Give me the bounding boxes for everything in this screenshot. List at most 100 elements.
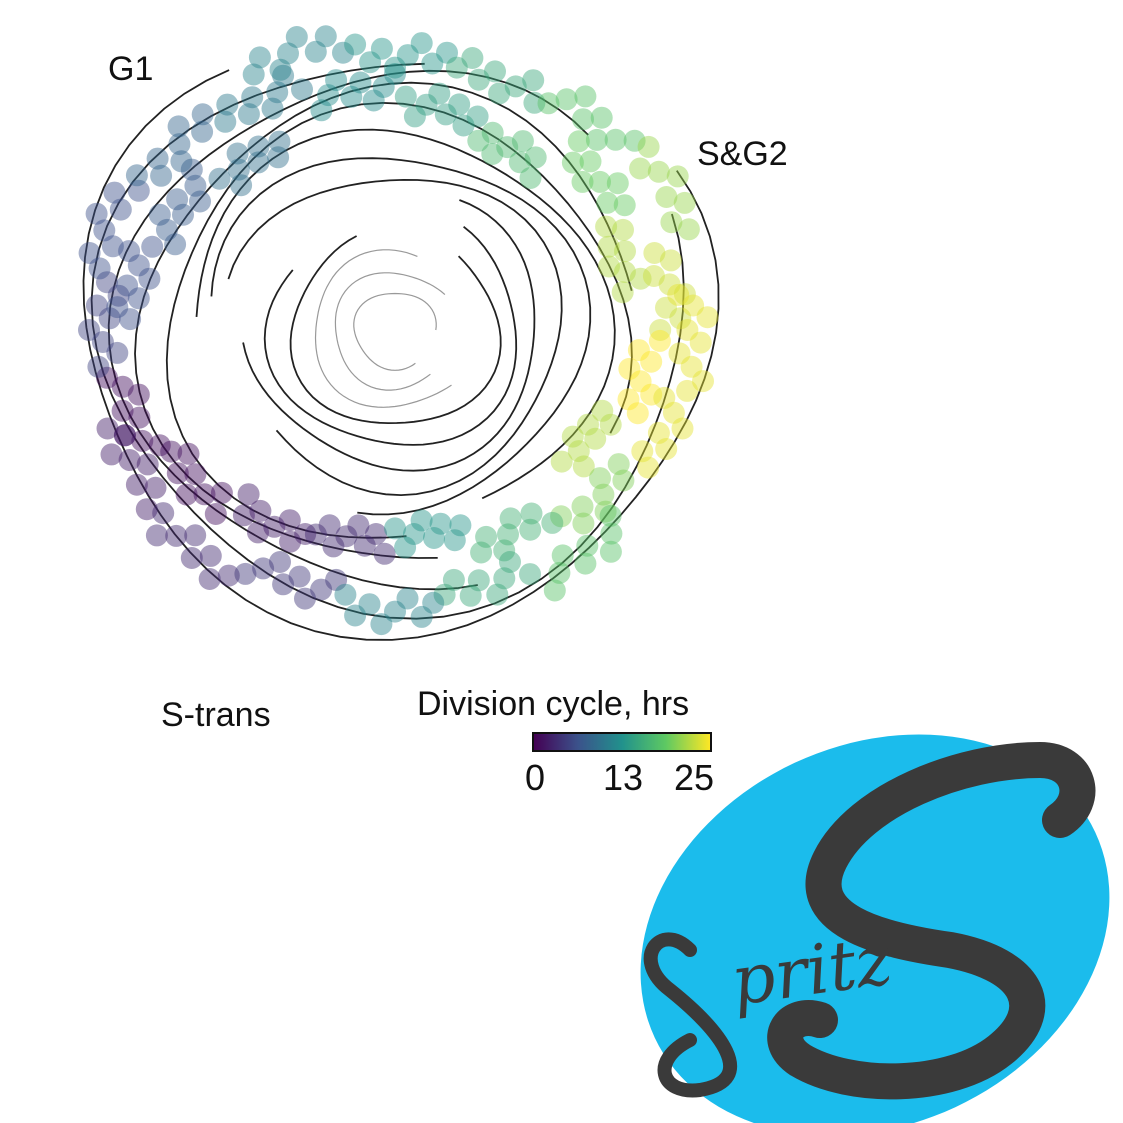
scatter-points (78, 25, 719, 636)
data-point (269, 551, 291, 573)
data-point (234, 562, 257, 585)
data-point (106, 341, 129, 364)
data-point (484, 60, 506, 83)
data-point (655, 438, 678, 460)
data-point (571, 495, 594, 518)
data-point (166, 188, 189, 211)
data-point (612, 218, 634, 241)
data-point (592, 483, 615, 506)
data-point (127, 254, 150, 277)
data-point (662, 401, 685, 424)
data-point (232, 504, 255, 527)
data-point (486, 583, 509, 606)
data-point (660, 211, 683, 234)
data-point (237, 483, 260, 506)
data-point (135, 498, 158, 521)
data-point (349, 71, 372, 94)
data-point (204, 503, 227, 525)
data-point (403, 105, 426, 128)
data-point (499, 507, 522, 530)
data-point (396, 44, 419, 67)
data-point (189, 190, 211, 213)
data-point (184, 463, 207, 486)
data-point (362, 89, 385, 112)
data-point (606, 172, 629, 195)
data-point (519, 518, 542, 541)
data-point (170, 150, 193, 173)
data-point (177, 442, 200, 465)
data-point (247, 135, 270, 158)
data-point (422, 591, 445, 614)
data-point (436, 41, 458, 64)
streamlines (82, 62, 720, 641)
data-point (640, 350, 663, 373)
data-point (561, 151, 584, 174)
data-point (96, 417, 119, 440)
data-point (488, 82, 511, 105)
colorbar (532, 732, 712, 752)
data-point (127, 383, 150, 406)
data-point (611, 281, 634, 304)
data-point (180, 158, 203, 181)
data-point (226, 142, 249, 165)
data-point (598, 255, 620, 278)
data-point (452, 114, 475, 137)
data-point (524, 146, 547, 169)
data-point (504, 75, 527, 98)
data-point (612, 469, 635, 492)
data-point (551, 544, 574, 567)
data-point (629, 267, 652, 290)
data-point (511, 130, 534, 153)
data-point (227, 158, 250, 181)
data-point (596, 191, 619, 214)
data-point (125, 473, 148, 496)
data-point (106, 296, 129, 319)
data-point (649, 319, 672, 341)
data-point (370, 37, 393, 60)
data-point (572, 455, 595, 478)
data-point (278, 509, 301, 532)
data-point (384, 600, 406, 623)
data-point (541, 511, 564, 534)
data-point (626, 402, 649, 425)
data-point (433, 583, 456, 606)
data-point (396, 587, 419, 610)
data-point (604, 128, 627, 151)
data-point (523, 91, 546, 114)
streamline (195, 128, 616, 500)
data-point (180, 547, 203, 569)
data-point (384, 63, 406, 85)
data-point (138, 267, 161, 290)
data-point (359, 51, 382, 74)
data-point (589, 467, 611, 490)
data-point (131, 429, 154, 452)
data-point (384, 56, 406, 79)
data-point (594, 500, 617, 523)
data-point (310, 99, 333, 122)
data-point (304, 40, 327, 63)
data-point (172, 203, 194, 226)
data-point (199, 544, 222, 567)
data-point (655, 186, 678, 208)
data-point (78, 319, 100, 341)
streamline (165, 101, 633, 539)
data-point (152, 502, 175, 525)
data-point (434, 103, 457, 126)
data-point (242, 63, 265, 86)
data-point (475, 525, 498, 548)
data-point (680, 355, 703, 378)
data-point (627, 339, 650, 362)
data-point (481, 121, 504, 144)
data-point (689, 331, 712, 354)
data-point (442, 568, 465, 591)
data-point (310, 578, 333, 601)
data-point (208, 167, 231, 190)
data-point (325, 568, 348, 591)
data-point (353, 534, 376, 557)
data-point (267, 146, 290, 169)
data-point (294, 523, 317, 545)
data-point (461, 47, 484, 69)
data-point (119, 308, 142, 331)
data-point (247, 521, 269, 544)
data-point (643, 242, 666, 264)
